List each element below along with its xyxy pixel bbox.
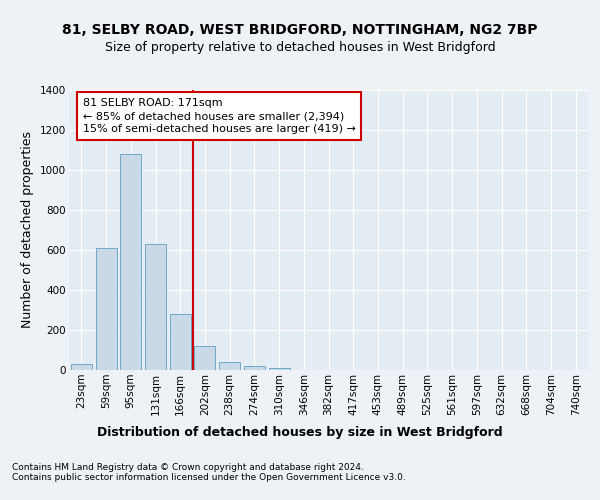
Bar [170,314,191,370]
Bar [219,362,240,370]
Bar [194,346,215,370]
Y-axis label: Number of detached properties: Number of detached properties [22,132,34,328]
Bar [71,364,92,370]
Text: Contains HM Land Registry data © Crown copyright and database right 2024.
Contai: Contains HM Land Registry data © Crown c… [12,463,406,482]
Bar [95,248,116,370]
Text: Distribution of detached houses by size in West Bridgford: Distribution of detached houses by size … [97,426,503,439]
Text: 81 SELBY ROAD: 171sqm
← 85% of detached houses are smaller (2,394)
15% of semi-d: 81 SELBY ROAD: 171sqm ← 85% of detached … [83,98,355,134]
Text: 81, SELBY ROAD, WEST BRIDGFORD, NOTTINGHAM, NG2 7BP: 81, SELBY ROAD, WEST BRIDGFORD, NOTTINGH… [62,22,538,36]
Text: Size of property relative to detached houses in West Bridgford: Size of property relative to detached ho… [104,41,496,54]
Bar [120,154,141,370]
Bar [269,368,290,370]
Bar [244,366,265,370]
Bar [145,244,166,370]
